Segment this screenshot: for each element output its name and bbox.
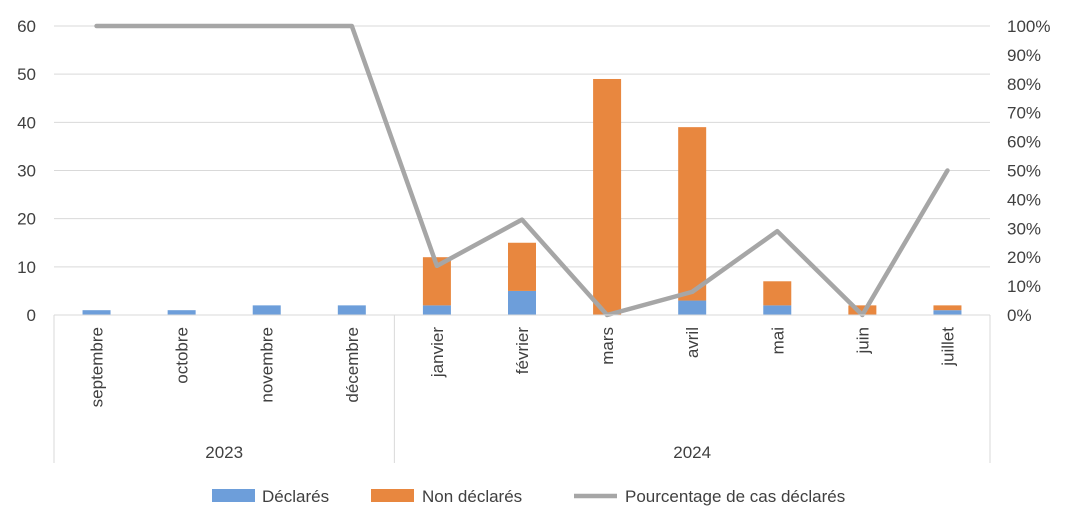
bar-series [82, 78, 962, 315]
y-right-tick-label: 50% [1007, 162, 1041, 181]
y-right-tick-label: 10% [1007, 277, 1041, 296]
y-right-tick-label: 100% [1007, 17, 1050, 36]
line-point [946, 170, 948, 171]
bar-declares [933, 310, 962, 315]
legend: Déclarés Non déclarés Pourcentage de cas d… [212, 487, 845, 506]
line-point [691, 291, 693, 293]
bar-declares [763, 305, 792, 315]
x-tick-label: décembre [343, 327, 362, 403]
y-left-tick-label: 20 [17, 210, 36, 229]
bar-non-declares [933, 305, 962, 311]
x-tick-label: avril [683, 327, 702, 358]
bar-declares [422, 305, 451, 315]
y-right-tick-label: 0% [1007, 306, 1032, 325]
bar-declares [678, 300, 707, 315]
x-tick-label: janvier [428, 327, 447, 378]
y-right-tick-label: 20% [1007, 248, 1041, 267]
line-point [436, 265, 438, 267]
x-group-label: 2024 [673, 443, 711, 462]
y-left-tick-label: 50 [17, 65, 36, 84]
line-point [351, 25, 353, 27]
line-point [521, 219, 523, 221]
x-tick-label: octobre [173, 327, 192, 384]
y-right-tick-label: 80% [1007, 75, 1041, 94]
bar-declares [337, 305, 366, 315]
bar-non-declares [508, 242, 536, 291]
x-group-label: 2023 [205, 443, 243, 462]
y-left-tick-label: 10 [17, 258, 36, 277]
line-point [776, 230, 778, 232]
bar-non-declares [848, 305, 877, 315]
legend-label: Pourcentage de cas déclarés [625, 487, 845, 506]
line-point [96, 25, 98, 27]
left-axis: 0 10 20 30 40 50 60 [17, 17, 36, 325]
y-right-tick-label: 30% [1007, 219, 1041, 238]
x-tick-label: juillet [938, 327, 957, 367]
line-point [181, 25, 183, 27]
bar-non-declares [593, 78, 622, 315]
legend-label: Déclarés [262, 487, 329, 506]
bar-non-declares [678, 127, 707, 301]
x-tick-label: novembre [258, 327, 277, 403]
right-axis: 0% 10% 20% 30% 40% 50% 60% 70% 80% 90% 100% [1007, 17, 1050, 325]
x-tick-label: mai [768, 327, 787, 354]
y-right-tick-label: 40% [1007, 190, 1041, 209]
x-tick-label: septembre [88, 327, 107, 407]
legend-label: Non déclarés [422, 487, 522, 506]
x-tick-label: juin [853, 327, 872, 354]
y-left-tick-label: 30 [17, 162, 36, 181]
y-left-tick-label: 40 [17, 113, 36, 132]
bar-declares [167, 310, 196, 315]
legend-swatch [212, 489, 255, 502]
y-right-tick-label: 70% [1007, 104, 1041, 123]
x-tick-label: février [513, 327, 532, 375]
y-left-tick-label: 60 [17, 17, 36, 36]
bar-declares [82, 310, 111, 315]
bar-declares [508, 290, 536, 315]
y-right-tick-label: 90% [1007, 46, 1041, 65]
bar-non-declares [763, 281, 792, 306]
x-tick-label: mars [598, 327, 617, 365]
x-axis: septembre octobre novembre décembre janvier f… [53, 314, 991, 463]
y-right-tick-label: 60% [1007, 133, 1041, 152]
line-point [266, 25, 268, 27]
gridlines [54, 25, 990, 268]
y-left-tick-label: 0 [27, 306, 36, 325]
legend-swatch [371, 489, 414, 502]
bar-declares [252, 305, 281, 315]
